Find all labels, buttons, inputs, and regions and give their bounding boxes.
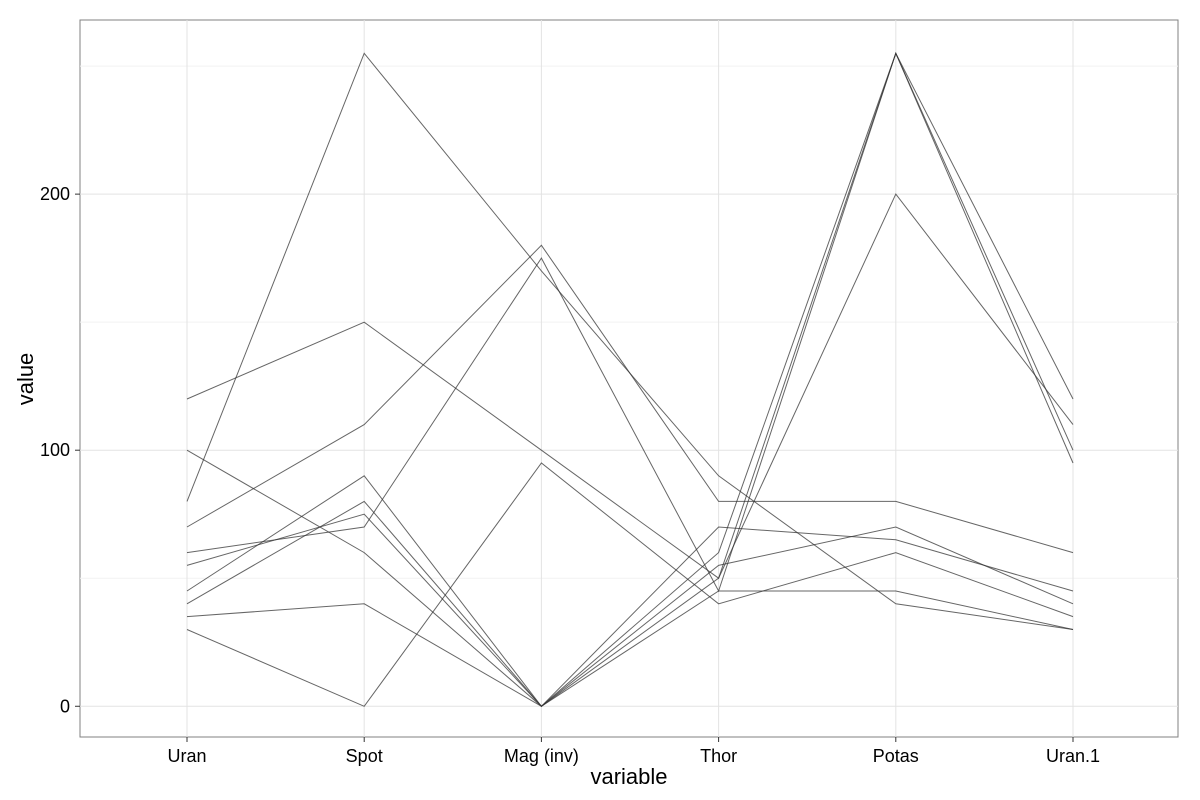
series-line-5 [186,462,1074,707]
y-tick-label: 0 [60,696,70,716]
y-tick-label: 100 [40,440,70,460]
y-axis: 0 100 200 [40,184,80,716]
series-line-7 [186,51,1074,707]
plot-panel [79,19,1179,738]
series-line-8 [186,244,1074,554]
grid-lines [80,20,1178,737]
series-line-6 [186,193,1074,579]
x-axis-title: variable [590,764,667,789]
x-tick-label: Thor [700,746,737,766]
x-tick-label: Potas [873,746,919,766]
y-tick-label: 200 [40,184,70,204]
series-line-0 [186,51,1074,708]
series-line-3 [186,449,1074,707]
x-tick-label: Spot [346,746,383,766]
series-line-2 [186,500,1074,707]
x-axis: Uran Spot Mag (inv) Thor Potas Uran.1 [167,737,1100,766]
x-tick-label: Uran [167,746,206,766]
x-tick-label: Mag (inv) [504,746,579,766]
y-axis-title: value [13,353,38,406]
x-tick-label: Uran.1 [1046,746,1100,766]
series-line-1 [186,52,1074,593]
series-line-9 [186,590,1074,707]
data-lines [186,51,1074,708]
